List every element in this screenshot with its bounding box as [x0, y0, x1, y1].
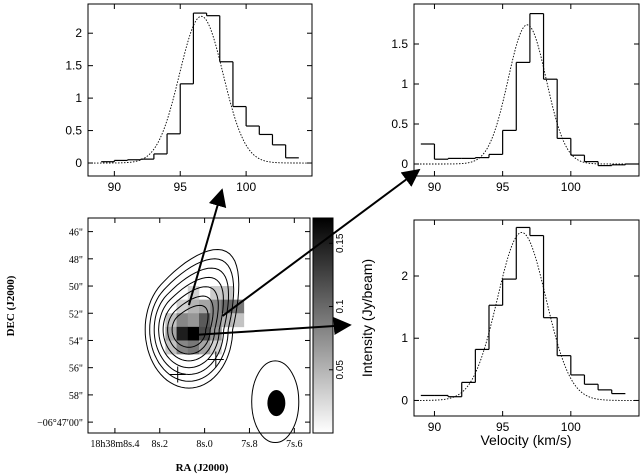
y-tick-label: 0 — [75, 156, 82, 170]
heatmap-pixel — [187, 313, 200, 328]
spectrum-top-right-panel: 90 95 100 0 0.5 1 1.5 — [391, 3, 640, 194]
y-tick-label: 0.5 — [391, 117, 408, 131]
map-x-axis-label: RA (J2000) — [176, 462, 229, 474]
gaussian-fit-line — [413, 231, 639, 401]
contour-line — [149, 258, 235, 382]
heatmap-pixel — [221, 313, 233, 328]
dec-tick-label: −06°47′00" — [37, 418, 83, 429]
map-panel: 46" 48" 50" 52" 54" 56" 58" −06°47′00" 18h38m8s.… — [5, 217, 311, 474]
x-tick-label: 100 — [561, 420, 581, 434]
heatmap-pixel — [187, 286, 200, 300]
dec-tick-label: 46" — [69, 228, 83, 239]
heatmap-pixel — [187, 326, 200, 341]
heatmap-pixel — [165, 313, 177, 328]
spectrum-top-left-plot: 90 95 100 0 0.5 1 1.5 2 — [65, 4, 312, 194]
colorbar-ticks: 0.05 0.1 0.15 — [329, 233, 346, 379]
spectrum-top-left-panel: 90 95 100 0 0.5 1 1.5 2 — [65, 3, 313, 194]
y-tick-label: 2 — [75, 26, 82, 40]
spectrum-bottom-right-frame — [413, 219, 640, 417]
contour-line — [158, 276, 224, 369]
spectrum-top-right-frame — [413, 3, 640, 177]
heatmap-pixel — [165, 326, 177, 341]
heatmap-pixel — [199, 340, 211, 355]
heatmap-pixel — [221, 299, 233, 314]
ra-tick-label: 8s.0 — [196, 439, 212, 450]
gaussian-fit-line — [414, 24, 639, 165]
spectrum-bottom-right-panel: 90 95 100 0 1 2 Velocity (km/s) Intensity (Jy… — [359, 219, 640, 448]
ra-tick-label: 18h38m8s.4 — [90, 439, 139, 450]
dec-tick-label: 48" — [69, 255, 83, 266]
contour-line — [162, 286, 219, 362]
colorbar-tick-label: 0.15 — [335, 233, 346, 253]
heatmap-pixel — [187, 340, 200, 355]
heatmap-pixel — [176, 299, 189, 314]
x-tick-label: 90 — [428, 420, 442, 434]
x-tick-label: 95 — [496, 180, 510, 194]
x-tick-label: 90 — [108, 180, 122, 194]
map-y-axis-label: DEC (J2000) — [5, 275, 17, 336]
x-tick-label: 95 — [496, 420, 510, 434]
dec-tick-label: 56" — [69, 364, 83, 375]
contour-line — [167, 295, 214, 355]
y-tick-label: 2 — [401, 269, 408, 283]
ra-tick-label: 7s.6 — [286, 439, 302, 450]
heatmap-pixel — [176, 340, 189, 355]
heatmap-pixel — [221, 286, 233, 300]
spectrum-top-right-plot: 90 95 100 0 0.5 1 1.5 — [391, 4, 639, 194]
pointer-arrow — [187, 188, 227, 306]
heatmap-pixel — [232, 299, 245, 314]
colorbar-tick-label: 0.1 — [335, 299, 346, 313]
pointer-arrow — [221, 168, 421, 317]
spectrum-top-left-frame — [87, 3, 313, 177]
ra-tick-label: 7s.8 — [241, 439, 257, 450]
spectrum-bottom-right-plot: 90 95 100 0 1 2 — [401, 220, 639, 434]
heatmap-pixel — [210, 313, 222, 328]
pointer-arrows — [187, 168, 421, 337]
x-tick-label: 95 — [174, 180, 188, 194]
contour-line — [144, 248, 240, 389]
x-tick-label: 100 — [561, 180, 581, 194]
x-tick-label: 100 — [236, 180, 256, 194]
heatmap-pixel — [176, 326, 189, 341]
y-tick-label: 1.5 — [65, 59, 82, 73]
dec-tick-label: 50" — [69, 282, 83, 293]
y-tick-label: 1.5 — [391, 37, 408, 51]
map-frame — [87, 217, 311, 434]
contour-line — [171, 304, 209, 348]
heatmap-pixel — [199, 313, 211, 328]
y-tick-label: 0 — [401, 393, 408, 407]
y-tick-label: 1 — [401, 331, 408, 345]
y-tick-label: 0 — [401, 157, 408, 171]
dec-tick-label: 52" — [69, 309, 83, 320]
heatmap-pixel — [176, 313, 189, 328]
spectrum-x-axis-label: Velocity (km/s) — [480, 432, 571, 448]
dec-tick-label: 54" — [69, 336, 83, 347]
dec-tick-label: 58" — [69, 391, 83, 402]
colorbar-tick-label: 0.05 — [335, 360, 346, 380]
ra-tick-label: 8s.2 — [152, 439, 168, 450]
contour-line — [153, 267, 230, 376]
spectrum-y-axis-label: Intensity (Jy/beam) — [359, 259, 375, 377]
y-tick-label: 1 — [401, 77, 408, 91]
heatmap-pixel — [165, 340, 177, 355]
beam-ellipse — [267, 390, 286, 417]
gaussian-fit-line — [88, 15, 312, 164]
y-tick-label: 0.5 — [65, 124, 82, 138]
y-tick-label: 1 — [75, 91, 82, 105]
x-tick-label: 90 — [428, 180, 442, 194]
heatmap-pixel — [210, 299, 222, 314]
heatmap-pixel — [232, 313, 245, 328]
map-plot: 46" 48" 50" 52" 54" 56" 58" −06°47′00" 18h38m8s.… — [37, 218, 310, 450]
pointer-arrow — [193, 317, 352, 337]
